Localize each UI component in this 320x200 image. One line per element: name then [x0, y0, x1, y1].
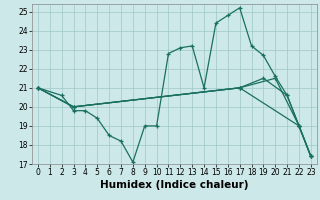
X-axis label: Humidex (Indice chaleur): Humidex (Indice chaleur)	[100, 180, 249, 190]
